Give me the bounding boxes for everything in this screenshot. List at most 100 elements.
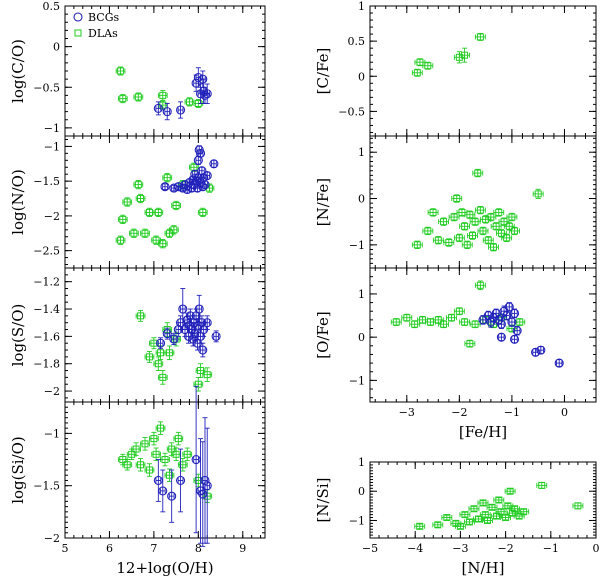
dla-point: [486, 503, 498, 511]
dla-point: [493, 208, 505, 217]
dla-point: [572, 502, 584, 510]
bcg-circle-marker: [190, 329, 200, 339]
dla-point: [477, 499, 489, 507]
bcg-circle-marker: [158, 486, 168, 496]
dla-square-marker: [185, 98, 193, 106]
dla-square-marker: [123, 198, 131, 206]
bcg-circle-marker: [194, 304, 204, 314]
dla-point: [427, 208, 439, 217]
y-tick-label: 0: [358, 193, 365, 206]
y-axis-label: [N/Si]: [314, 478, 332, 523]
dla-square-marker: [487, 213, 495, 221]
dla-point: [451, 194, 463, 203]
dla-square-marker: [179, 461, 187, 469]
bcg-circle-marker: [496, 332, 506, 342]
x-tick-label: 5: [62, 542, 69, 555]
x-tick-label: 7: [150, 542, 157, 555]
dla-square-marker: [474, 515, 482, 523]
dla-point: [195, 363, 206, 378]
dla-square-marker: [476, 281, 484, 289]
dla-square-marker: [134, 93, 142, 101]
bcg-circle-marker: [554, 358, 564, 368]
panel-n_fe: −1 0 1 [N/Fe]: [314, 135, 597, 269]
dla-point: [411, 68, 423, 77]
dla-point: [472, 168, 484, 178]
bcg-circle-marker: [202, 318, 212, 328]
dla-square-marker: [493, 512, 501, 520]
dla-square-marker: [117, 67, 125, 75]
y-tick-label: −1: [349, 239, 365, 252]
dla-square-marker: [170, 226, 178, 234]
dla-point: [453, 307, 465, 316]
dla-point: [182, 447, 193, 462]
y-axis-label: log(C/O): [9, 39, 27, 103]
dla-point: [135, 309, 146, 322]
dla-point: [414, 58, 426, 67]
dla-square-marker: [132, 445, 140, 453]
dla-point: [160, 452, 170, 467]
bcg-circle-marker: [176, 475, 186, 486]
y-tick-label: −1: [44, 140, 60, 153]
dla-point: [193, 376, 204, 392]
panel-c_o: −1 −0.5 0 0.5 log(C/O) BCGs DLAs: [9, 0, 266, 137]
dla-square-marker: [392, 318, 400, 326]
bcg-circle-marker: [202, 481, 212, 491]
dla-point: [479, 511, 491, 519]
bcg-point: [512, 325, 522, 336]
dla-square-marker: [466, 211, 474, 219]
dla-point: [401, 313, 413, 322]
dla-square-marker: [474, 169, 482, 177]
dla-point: [140, 437, 150, 451]
y-tick-label: 1: [358, 0, 365, 13]
dla-square-marker: [141, 440, 149, 448]
dla-point: [122, 197, 133, 207]
dla-square-marker: [466, 340, 474, 348]
y-tick-label: −1: [44, 122, 60, 135]
dla-point: [469, 320, 481, 329]
bcg-circle-marker: [162, 107, 172, 117]
bcg-point: [202, 171, 212, 181]
dla-square-marker: [503, 234, 511, 242]
dla-point: [474, 32, 486, 41]
dla-point: [467, 231, 478, 240]
dla-square-marker: [137, 195, 145, 203]
bcg-circle-marker: [167, 491, 177, 501]
x-axis-label: [Fe/H]: [459, 423, 507, 441]
x-tick-label: 0: [593, 542, 600, 555]
dla-point: [117, 94, 128, 104]
dla-square-marker: [413, 241, 421, 249]
dla-square-marker: [403, 314, 411, 322]
bcg-circle-marker: [198, 74, 208, 84]
bcg-point: [194, 294, 204, 324]
x-tick-label: −5: [362, 542, 378, 555]
dla-point: [468, 505, 480, 513]
dla-square-marker: [145, 466, 153, 474]
dla-point: [193, 473, 204, 488]
dla-point: [171, 447, 181, 462]
dla-point: [144, 350, 155, 363]
dla-square-marker: [130, 229, 138, 237]
dla-point: [438, 320, 450, 329]
x-tick-label: 6: [106, 542, 113, 555]
y-tick-label: −1: [349, 374, 365, 387]
dla-square-marker: [434, 236, 442, 244]
dla-point: [177, 458, 188, 472]
dla-square-marker: [479, 227, 487, 235]
dla-point: [446, 313, 457, 322]
dla-square-marker: [471, 218, 479, 226]
y-axis-label: log(S/O): [9, 304, 27, 367]
dla-square-marker: [145, 208, 153, 216]
bcg-circle-marker: [156, 338, 166, 348]
dla-square-marker: [443, 514, 451, 522]
y-tick-label: −2.5: [33, 245, 60, 258]
dla-square-marker: [157, 349, 165, 357]
bcg-circle-marker: [509, 334, 520, 344]
panel-s_o: −2 −1.8 −1.6 −1.4 −1.2 log(S/O): [9, 267, 266, 403]
x-tick-label: 9: [239, 542, 246, 555]
bcg-point: [176, 448, 186, 513]
y-tick-label: −1.4: [33, 303, 60, 316]
y-tick-label: −1.8: [33, 358, 60, 371]
panel-n_o: −2.5 −2 −1.5 −1 log(N/O): [9, 135, 266, 269]
y-axis-label: [C/Fe]: [314, 48, 332, 95]
dla-square-marker: [203, 371, 211, 379]
